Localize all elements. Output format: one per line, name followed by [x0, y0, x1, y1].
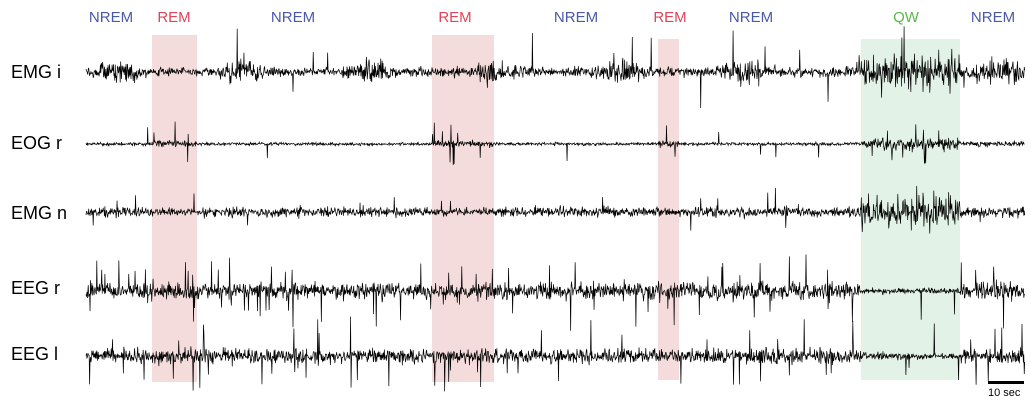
trace-emg-n — [85, 185, 1026, 234]
trace-eeg-l — [85, 316, 1026, 392]
rem-band — [152, 35, 197, 382]
channel-label-eeg-l: EEG l — [11, 344, 59, 364]
stage-label-1: NREM — [88, 9, 134, 26]
stage-label-4: REM — [438, 9, 472, 26]
trace-emg-i — [85, 26, 1026, 109]
scale-bar-label: 10 sec — [988, 387, 1021, 399]
stage-label-9: NREM — [970, 9, 1016, 26]
trace-eog-r — [85, 121, 1025, 165]
stage-label-7: NREM — [728, 9, 774, 26]
channel-label-eeg-r: EEG r — [11, 278, 61, 298]
channel-label-eog-r: EOG r — [11, 133, 63, 153]
channel-label-emg-n: EMG n — [11, 203, 68, 223]
scale-bar — [988, 381, 1024, 384]
stage-label-3: NREM — [270, 9, 316, 26]
stage-label-8: QW — [893, 9, 919, 26]
stage-label-6: REM — [653, 9, 687, 26]
stage-label-2: REM — [157, 9, 191, 26]
stage-label-5: NREM — [553, 9, 599, 26]
trace-eeg-r — [85, 254, 1026, 331]
rem-band — [658, 39, 679, 380]
channel-label-emg-i: EMG i — [11, 62, 62, 82]
signal-traces — [85, 26, 1026, 392]
